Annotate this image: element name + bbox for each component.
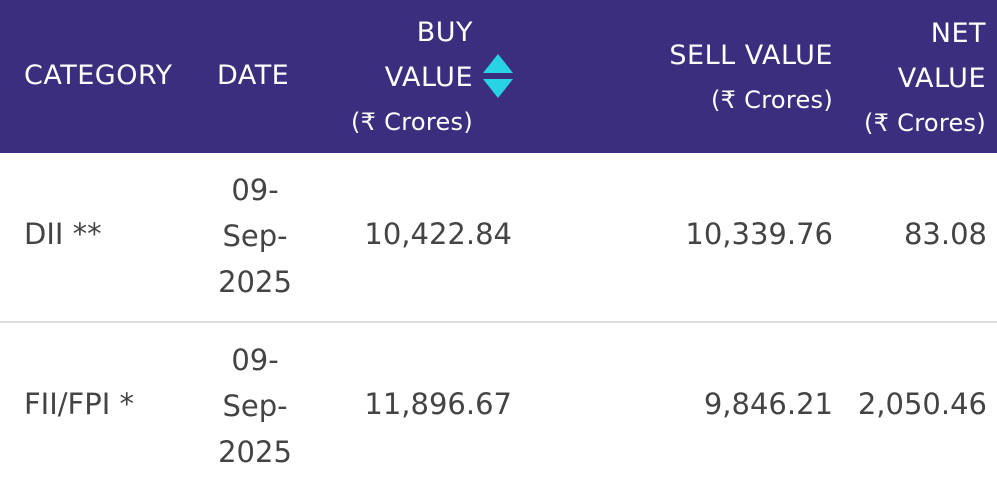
buy-header-line2: VALUE	[384, 62, 473, 93]
date-day: 09-	[231, 343, 279, 377]
cell-sell-value: 10,339.76	[685, 217, 833, 251]
cell-category: DII **	[24, 217, 102, 251]
cell-buy-value: 10,422.84	[364, 217, 512, 251]
column-header-net-value[interactable]: NET VALUE (₹ Crores)	[864, 11, 986, 146]
cell-date: 09- Sep- 2025	[212, 337, 298, 475]
cell-date: 09- Sep- 2025	[212, 167, 298, 305]
buy-header-line1: BUY	[416, 17, 473, 48]
column-header-category[interactable]: CATEGORY	[24, 60, 173, 91]
sell-header-unit: (₹ Crores)	[710, 86, 833, 114]
cell-net-value: 83.08	[903, 217, 987, 251]
column-header-buy-value[interactable]: BUY VALUE (₹ Crores)	[351, 10, 473, 145]
fii-dii-activity-table: CATEGORY DATE BUY VALUE (₹ Crores) SELL …	[0, 0, 997, 469]
date-day: 09-	[231, 173, 279, 207]
table-row: DII ** 09- Sep- 2025 10,422.84 10,339.76…	[0, 153, 997, 323]
table-row: FII/FPI * 09- Sep- 2025 11,896.67 9,846.…	[0, 323, 997, 491]
cell-category: FII/FPI *	[24, 387, 134, 421]
date-month: Sep-	[222, 389, 288, 423]
table-header: CATEGORY DATE BUY VALUE (₹ Crores) SELL …	[0, 0, 997, 153]
buy-header-unit: (₹ Crores)	[350, 108, 473, 136]
sort-up-down-icon[interactable]	[482, 53, 514, 99]
net-header-unit: (₹ Crores)	[863, 109, 986, 137]
date-month: Sep-	[222, 219, 288, 253]
cell-net-value: 2,050.46	[857, 387, 987, 421]
sell-header-line1: SELL VALUE	[669, 40, 833, 71]
date-year: 2025	[218, 265, 292, 299]
net-header-line1: NET	[930, 18, 986, 49]
date-year: 2025	[218, 435, 292, 469]
cell-buy-value: 11,896.67	[364, 387, 512, 421]
column-header-date[interactable]: DATE	[217, 60, 290, 91]
column-header-sell-value[interactable]: SELL VALUE (₹ Crores)	[669, 34, 833, 122]
net-header-line2: VALUE	[897, 63, 986, 94]
cell-sell-value: 9,846.21	[703, 387, 833, 421]
